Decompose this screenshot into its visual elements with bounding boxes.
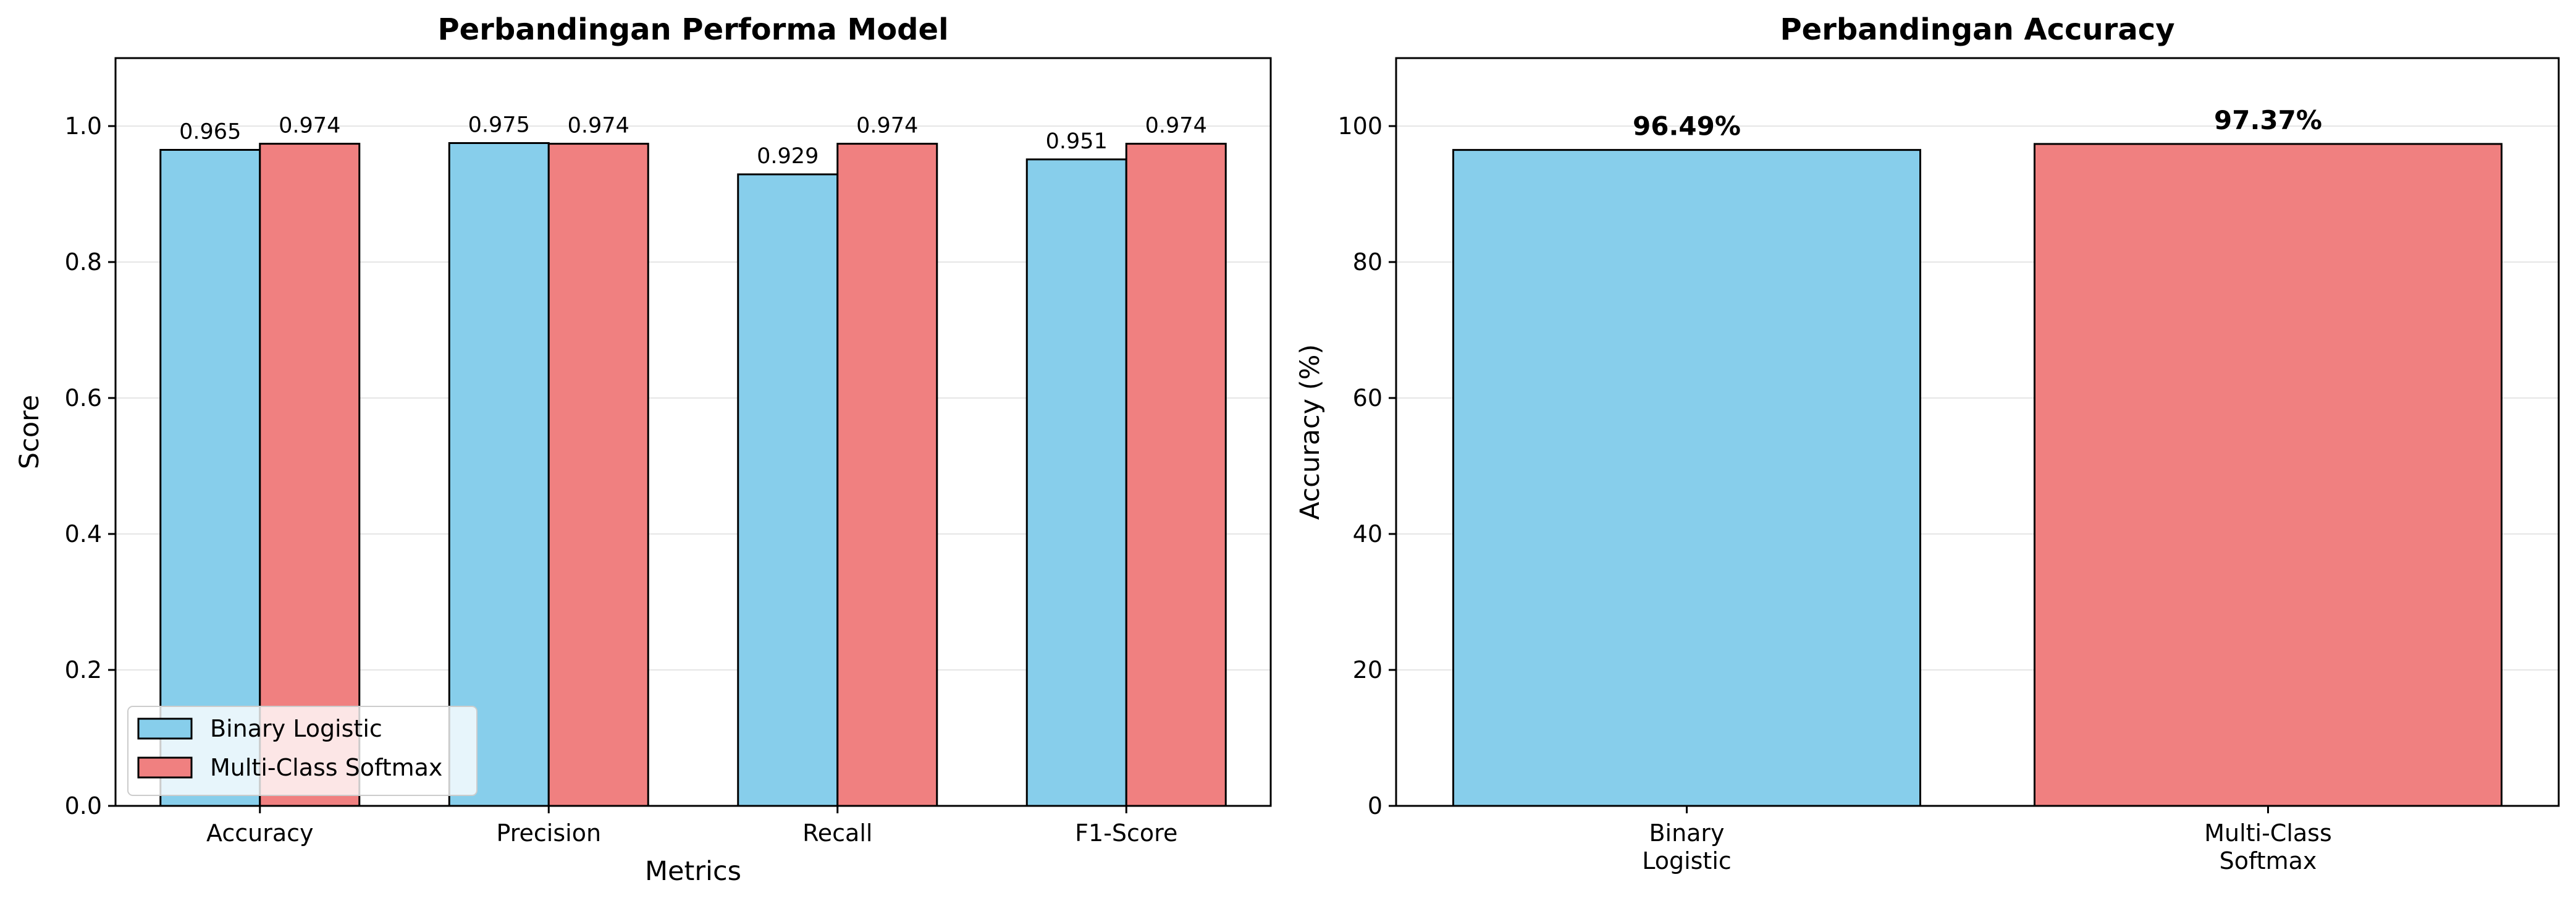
- legend-label-binary-logistic: Binary Logistic: [210, 715, 382, 742]
- x-tick-label-recall: Recall: [802, 819, 872, 847]
- bar-binary-logistic-recall: [737, 173, 839, 807]
- data-label-multi-class-softmax-precision: 0.974: [568, 114, 629, 138]
- legend-label-multi-class-softmax: Multi-Class Softmax: [210, 754, 442, 781]
- y-tick-label: 0.0: [65, 792, 102, 819]
- chart1-y-axis-label: Score: [14, 395, 45, 469]
- y-tick-label: 20: [1353, 656, 1383, 684]
- bar-multi-class-softmax-accuracy: [259, 143, 361, 807]
- x-tick-label-multi-class-softmax: Multi-Class: [2204, 819, 2332, 847]
- legend-box: [127, 706, 478, 796]
- chart1-y-ticks: 0.0 0.2 0.4 0.6 0.8 1.0: [65, 112, 116, 819]
- y-tick-label: 0: [1368, 792, 1383, 819]
- chart1-data-labels: 0.965 0.974 0.975 0.974 0.929 0.974 0.951 0.974: [179, 113, 1207, 169]
- x-tick-label-multi-class-softmax: Softmax: [2220, 847, 2317, 874]
- chart2-y-axis-label: Accuracy (%): [1295, 344, 1326, 520]
- legend-swatch-binary-logistic: [137, 718, 193, 740]
- x-tick-label-f1-score: F1-Score: [1075, 819, 1177, 847]
- y-tick-label: 60: [1353, 384, 1383, 412]
- legend-swatch-multi-class-softmax: [137, 756, 193, 779]
- bar-multi-class-softmax-recall: [836, 143, 938, 807]
- chart1-legend: Binary Logistic Multi-Class Softmax: [127, 706, 478, 796]
- y-tick-label: 1.0: [65, 112, 102, 140]
- chart1-bars: [159, 142, 1227, 807]
- data-label-binary-logistic-recall: 0.929: [757, 144, 819, 169]
- chart1-title: Perbandingan Performa Model: [437, 12, 948, 47]
- chart1-x-ticks: Accuracy Precision Recall F1-Score: [206, 806, 1177, 847]
- x-tick-label-binary-logistic: Binary: [1649, 819, 1724, 847]
- chart-performance-comparison: 0.0 0.2 0.4 0.6 0.8 1.0 Accuracy Precision Reca…: [14, 12, 1272, 887]
- chart2-bars: [1452, 143, 2502, 807]
- y-tick-label: 100: [1337, 112, 1383, 140]
- y-tick-label: 80: [1353, 248, 1383, 276]
- y-tick-label: 0.6: [65, 384, 102, 412]
- x-tick-label-accuracy: Accuracy: [206, 819, 314, 847]
- chart1-plot-frame: [114, 57, 1272, 807]
- chart2-title: Perbandingan Accuracy: [1780, 12, 2175, 47]
- bar-multi-class-softmax-precision: [547, 143, 649, 807]
- x-tick-label-binary-logistic: Logistic: [1642, 847, 1732, 874]
- x-tick-label-precision: Precision: [496, 819, 601, 847]
- data-label-binary-logistic-precision: 0.975: [468, 113, 530, 138]
- data-label-binary-logistic-f1-score: 0.951: [1046, 129, 1108, 154]
- bar-multi-class-softmax-f1-score: [1125, 143, 1227, 807]
- y-tick-label: 0.8: [65, 248, 102, 276]
- y-tick-label: 0.4: [65, 520, 102, 548]
- chart2-y-ticks: 0 20 40 60 80 100: [1337, 112, 1396, 819]
- chart2-plot-frame: [1395, 57, 2560, 807]
- data-label-multi-class-softmax-f1-score: 0.974: [1145, 114, 1207, 138]
- bar-multi-class-softmax: [2034, 143, 2502, 807]
- data-label-binary-logistic: 96.49%: [1633, 111, 1741, 142]
- y-tick-label: 40: [1353, 520, 1383, 548]
- y-tick-label: 0.2: [65, 656, 102, 684]
- chart1-x-axis-label: Metrics: [645, 856, 741, 887]
- data-label-multi-class-softmax-accuracy: 0.974: [279, 114, 340, 138]
- chart2-data-labels: 96.49% 97.37%: [1633, 105, 2322, 142]
- bar-binary-logistic: [1452, 149, 1921, 807]
- data-label-binary-logistic-accuracy: 0.965: [179, 120, 241, 145]
- bar-binary-logistic-f1-score: [1025, 158, 1127, 807]
- data-label-multi-class-softmax-recall: 0.974: [856, 114, 918, 138]
- data-label-multi-class-softmax: 97.37%: [2214, 105, 2322, 135]
